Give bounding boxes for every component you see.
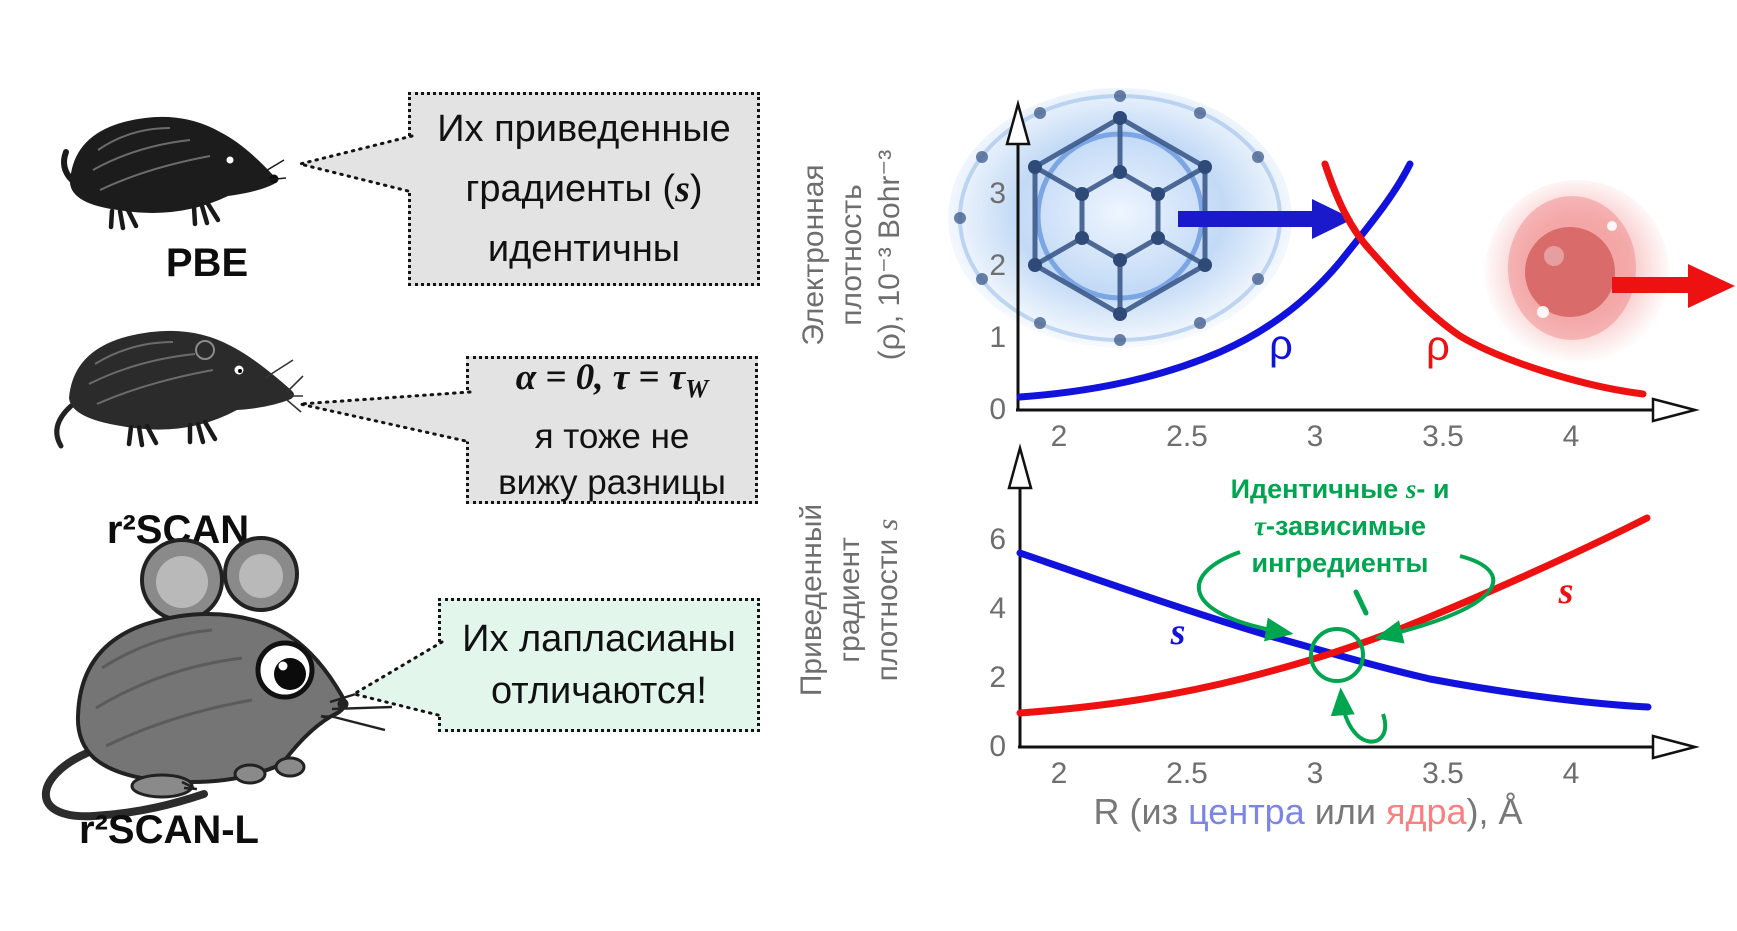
top-y-tick: 3 (989, 177, 1006, 210)
top-x-tick: 2.5 (1166, 420, 1208, 453)
bubble-tail-r2scan (299, 390, 472, 444)
bubble-tail-pbe (299, 134, 414, 194)
functional-label-pbe: PBE (165, 241, 249, 285)
bottom-plot-ylabel: Приведенный градиент плотности s (795, 503, 904, 697)
bubble-text-line: я тоже не (534, 416, 690, 456)
bubble-text-line: отличаются! (491, 670, 707, 712)
math-symbol-s: s (675, 168, 690, 210)
nucleus-word: ядра (1385, 791, 1467, 832)
bubble-text-line: вижу разницы (498, 462, 726, 502)
atom-image (1485, 180, 1669, 364)
bottom-x-tick: 3.5 (1422, 757, 1464, 790)
bottom-x-axis-arrowhead (1651, 734, 1700, 760)
bottom-y-tick: 0 (989, 730, 1006, 763)
speech-bubble-pbe: Их приведенные градиенты (s) идентичны (408, 92, 760, 286)
bubble-text-line: Их приведенные (437, 108, 731, 150)
top-x-tick: 2 (1050, 420, 1068, 453)
shrew-illustration (54, 330, 304, 449)
bottom-y-tick: 4 (989, 592, 1006, 625)
bubble-tail-r2scan-l (350, 640, 444, 718)
bottom-y-tick: 2 (989, 661, 1006, 694)
green-arrow-bottom-hook (1330, 687, 1387, 744)
functional-label-r2scan-l: r²SCAN-L (79, 808, 259, 852)
bottom-y-axis-arrowhead (1007, 443, 1033, 490)
bubble-text-line: градиенты (s) (465, 168, 703, 210)
top-x-tick: 4 (1562, 420, 1580, 453)
bubble-text-line: Их лапласианы (462, 618, 736, 660)
crossing-highlight-circle (1309, 627, 1365, 683)
top-y-tick: 1 (989, 321, 1006, 354)
mouse-illustration (42, 536, 393, 821)
fullerene-molecule-image (948, 88, 1292, 348)
top-y-axis-arrowhead (1005, 99, 1031, 146)
bottom-x-tick: 4 (1562, 757, 1580, 790)
bubble-text-line: идентичны (487, 228, 681, 270)
blue-direction-arrow (1178, 199, 1353, 239)
speech-bubble-r2scan: α = 0, τ = τW я тоже не вижу разницы (466, 356, 758, 504)
top-x-tick: 3.5 (1422, 420, 1464, 453)
bottom-x-tick: 3 (1306, 757, 1324, 790)
top-x-axis-arrowhead (1651, 397, 1700, 423)
top-y-tick: 0 (989, 393, 1006, 426)
blue-rho-label: ρ (1269, 321, 1293, 368)
top-red-density-curve (1321, 160, 1647, 398)
top-y-tick: 2 (989, 249, 1006, 282)
speech-bubble-r2scan-l: Их лапласианы отличаются! (438, 598, 760, 732)
bottom-x-tick: 2.5 (1166, 757, 1208, 790)
bubble-math-line: α = 0, τ = τW (515, 357, 709, 404)
bottom-y-tick: 6 (989, 523, 1006, 556)
mole-illustration (61, 116, 287, 231)
x-axis-caption: R (из центра или ядра), Å (1093, 791, 1523, 832)
identical-ingredients-annotation: Идентичные s- и τ-зависимые ингредиенты (1230, 474, 1450, 578)
top-blue-density-curve (1016, 160, 1414, 401)
green-tick-mark (1353, 589, 1369, 616)
bottom-x-tick: 2 (1050, 757, 1068, 790)
top-plot-axes (1016, 142, 1656, 412)
top-x-tick: 3 (1306, 420, 1324, 453)
red-rho-label: ρ (1426, 322, 1450, 369)
center-word: центра (1188, 791, 1305, 832)
red-direction-arrow (1612, 264, 1735, 308)
top-plot-ylabel: Электронная плотность (ρ), 10⁻³ Bohr⁻³ (797, 149, 906, 361)
red-s-label: s (1558, 570, 1574, 612)
blue-s-label: s (1170, 611, 1186, 653)
